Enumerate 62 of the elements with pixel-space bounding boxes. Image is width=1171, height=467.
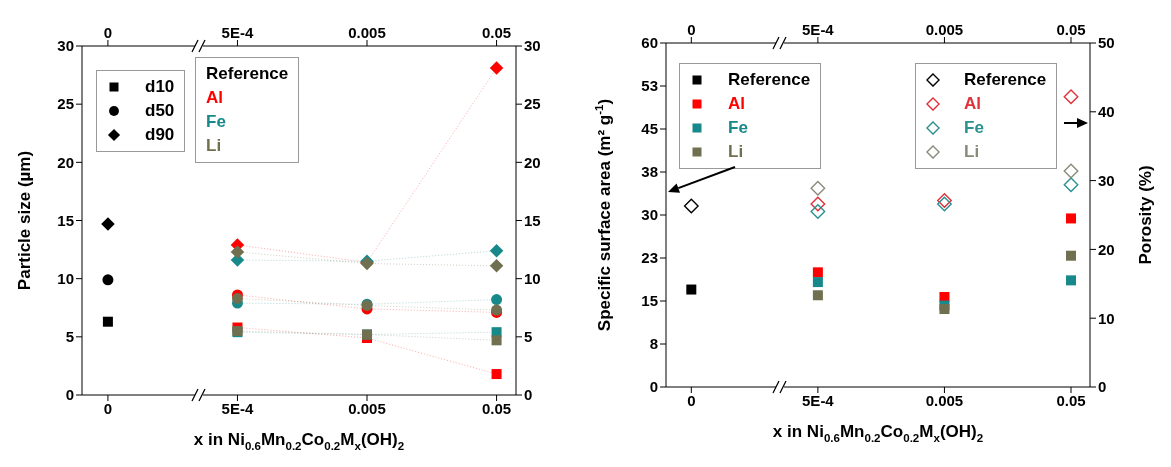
y2-axis-title: Porosity (%) (1136, 165, 1155, 265)
y2-tick-label: 10 (524, 269, 541, 287)
y-tick-label: 23 (641, 249, 658, 267)
y-tick-label: 45 (641, 120, 658, 138)
x-tick-label: 0.05 (481, 399, 512, 417)
y-tick-label: 8 (649, 335, 658, 353)
y-tick-label: 20 (57, 153, 74, 171)
y-tick-label: 15 (641, 292, 658, 310)
category-label: 0.005 (925, 21, 964, 38)
legend-label: d10 (145, 76, 175, 98)
legend-label: Li (728, 141, 744, 163)
y2-tick-label: 50 (1098, 34, 1115, 52)
y2-tick-label: 10 (1098, 309, 1115, 327)
y-tick-label: 15 (57, 211, 74, 229)
annotation: Reference (206, 63, 289, 85)
y2-tick-label: 15 (524, 211, 541, 229)
x-tick-label: 0.005 (925, 391, 964, 409)
y2-tick-label: 30 (1098, 171, 1115, 189)
y2-tick-label: 0 (1098, 378, 1107, 396)
y-tick-label: 30 (57, 37, 74, 55)
category-label: 0.05 (481, 24, 512, 41)
x-tick-label: 0.005 (348, 399, 386, 417)
legend-label: Fe (964, 117, 984, 139)
text: Al (206, 87, 223, 109)
y2-tick-label: 25 (524, 95, 541, 113)
legend-label: d50 (145, 100, 175, 122)
text: Li (206, 135, 222, 157)
y-tick-label: 0 (649, 378, 658, 396)
y-tick-label: 5 (65, 328, 74, 346)
y2-tick-label: 30 (524, 37, 541, 55)
category-label: 0 (103, 24, 113, 41)
legend-label: d90 (145, 124, 175, 146)
y-tick-label: 53 (641, 77, 658, 95)
y2-tick-label: 20 (524, 153, 541, 171)
text: x in Ni$_{0.6}$Mn$_{0.2}$Co$_{0.2}$M$_{x}$(OH)$_{2}$ (193, 430, 405, 453)
legend-label: Reference (964, 69, 1047, 91)
text: x in Ni$_{0.6}$Mn$_{0.2}$Co$_{0.2}$M$_{x}$(OH)$_{2}$ (772, 422, 984, 445)
x-tick-label: 5E-4 (221, 399, 254, 417)
y-tick-label: 30 (641, 206, 658, 224)
legend-label: Al (964, 93, 981, 115)
legend-label: Reference (728, 69, 811, 91)
category-label: 5E-4 (802, 21, 834, 38)
y-tick-label: 10 (57, 269, 74, 287)
y-tick-label: 60 (641, 34, 658, 52)
category-label: 5E-4 (221, 24, 254, 41)
legend-label: Al (728, 93, 745, 115)
x-tick-label: 0 (687, 391, 696, 409)
category-label: 0 (687, 21, 696, 38)
y-axis-title: Particle size (µm) (15, 150, 34, 291)
x-tick-label: 5E-4 (802, 391, 835, 409)
x-tick-label: 0 (103, 399, 113, 417)
y-tick-label: 38 (641, 163, 658, 181)
y2-tick-label: 5 (524, 328, 533, 346)
y2-tick-label: 20 (1098, 240, 1115, 258)
x-tick-label: 0.05 (1056, 391, 1086, 409)
legend-label: Li (964, 141, 980, 163)
y2-tick-label: 40 (1098, 103, 1115, 121)
category-label: 0.05 (1056, 21, 1086, 38)
y-tick-label: 25 (57, 95, 74, 113)
category-label: 0.005 (348, 24, 386, 41)
legend-label: Fe (728, 117, 748, 139)
text: Fe (206, 111, 226, 133)
